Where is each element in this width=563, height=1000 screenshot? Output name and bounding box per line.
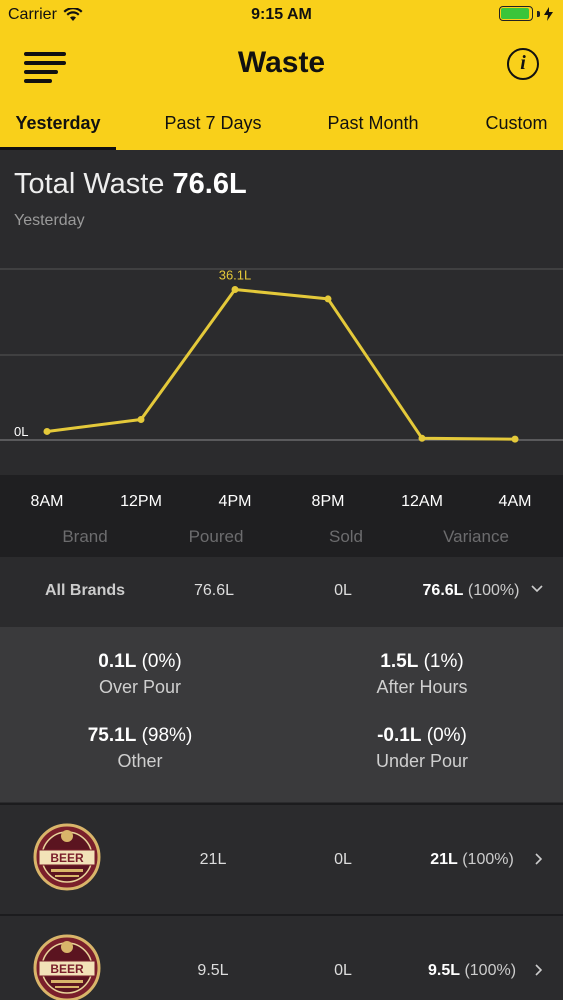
column-header-brand: Brand — [62, 527, 108, 546]
beer-logo: BEER — [33, 823, 101, 891]
brand-sold: 0L — [334, 962, 352, 979]
brand-variance: 21L (100%) — [430, 851, 514, 869]
under-pour-value: -0.1L — [377, 725, 422, 746]
beer-logo-text: BEER — [50, 851, 84, 865]
waste-line-chart: 0L 36.1L — [0, 268, 563, 443]
summary-panel: Total Waste 76.6L Yesterday — [0, 150, 563, 475]
chevron-right-icon[interactable] — [534, 963, 543, 979]
breakdown-under-pour: -0.1L (0%) Under Pour — [282, 725, 562, 772]
brand-variance-value: 9.5L — [427, 962, 460, 979]
chart-point — [231, 286, 239, 294]
status-bar: Carrier 9:15 AM — [0, 0, 563, 30]
chart-peak-label: 36.1L — [219, 268, 252, 283]
nav-row: Waste i — [0, 34, 563, 94]
chart-x-axis: Brand Poured Sold Variance 8AM 12PM 4PM 8PM… — [0, 475, 563, 557]
other-pct: (98%) — [141, 725, 193, 746]
all-brands-row[interactable]: All Brands 76.6L 0L 76.6L (100%) — [0, 557, 563, 625]
chart-point — [511, 435, 519, 443]
after-hours-value: 1.5L — [380, 651, 419, 672]
all-brands-variance: 76.6L (100%) — [423, 582, 520, 600]
carrier: Carrier — [8, 6, 83, 24]
summary-period: Yesterday — [14, 212, 85, 229]
x-tick-label: 12PM — [120, 493, 162, 510]
over-pour-label: Over Pour — [98, 677, 182, 697]
total-waste-value: 76.6L — [172, 168, 247, 200]
tab-custom[interactable]: Custom — [485, 113, 548, 133]
brand-variance-pct: (100%) — [462, 851, 514, 868]
brand-variance: 9.5L (100%) — [428, 962, 516, 980]
wifi-icon — [63, 8, 83, 21]
breakdown-other: 75.1L (98%) Other — [0, 725, 280, 772]
x-tick-label: 8PM — [311, 493, 345, 510]
total-waste-label: Total Waste — [14, 168, 165, 200]
column-header-sold: Sold — [328, 527, 364, 546]
column-header-variance: Variance — [443, 527, 509, 546]
brand-variance-pct: (100%) — [464, 962, 517, 979]
x-tick-label: 4PM — [218, 493, 252, 510]
all-brands-variance-value: 76.6L — [422, 582, 464, 599]
after-hours-pct: (1%) — [423, 651, 464, 672]
breakdown-after-hours: 1.5L (1%) After Hours — [282, 651, 562, 698]
chevron-down-icon[interactable] — [531, 581, 543, 597]
x-tick-label: 4AM — [498, 493, 532, 510]
all-brands-poured: 76.6L — [193, 582, 235, 599]
brand-poured: 9.5L — [197, 962, 229, 979]
other-value: 75.1L — [87, 725, 137, 746]
battery-icon — [499, 6, 553, 21]
over-pour-value: 0.1L — [98, 651, 137, 672]
all-brands-variance-pct: (100%) — [467, 582, 520, 599]
other-label: Other — [117, 751, 163, 771]
all-brands-label: All Brands — [44, 582, 126, 599]
over-pour-pct: (0%) — [141, 651, 182, 672]
carrier-label: Carrier — [8, 6, 57, 23]
info-icon[interactable]: i — [507, 48, 539, 80]
tab-past-7-days[interactable]: Past 7 Days — [164, 113, 262, 133]
variance-breakdown: 0.1L (0%) Over Pour 1.5L (1%) After Hour… — [0, 627, 563, 802]
under-pour-label: Under Pour — [375, 751, 469, 771]
header-bar: Carrier 9:15 AM Waste i Yesterday Past 7… — [0, 0, 563, 150]
page-title: Waste — [237, 46, 326, 79]
all-brands-sold: 0L — [334, 582, 352, 599]
beer-logo: BEER — [33, 934, 101, 1000]
brand-sold: 0L — [334, 851, 352, 868]
brand-row[interactable]: BEER 9.5L 0L 9.5L (100%) — [0, 914, 563, 1000]
x-tick-label: 8AM — [30, 493, 64, 510]
brand-poured: 21L — [199, 851, 227, 868]
chart-series-line — [46, 288, 516, 441]
beer-logo-text: BEER — [50, 962, 84, 976]
chart-point — [418, 434, 426, 442]
breakdown-over-pour: 0.1L (0%) Over Pour — [0, 651, 280, 698]
chart-baseline-label: 0L — [14, 424, 28, 439]
chart-point — [43, 427, 51, 435]
x-tick-label: 12AM — [401, 493, 443, 510]
period-tabs: Yesterday Past 7 Days Past Month Custom — [0, 100, 563, 150]
tab-past-month[interactable]: Past Month — [327, 113, 419, 133]
tab-yesterday[interactable]: Yesterday — [0, 100, 116, 150]
status-time: 9:15 AM — [251, 6, 312, 23]
total-waste: Total Waste 76.6L — [14, 168, 247, 201]
after-hours-label: After Hours — [376, 677, 468, 697]
column-header-poured: Poured — [188, 527, 244, 546]
brand-variance-value: 21L — [430, 851, 458, 868]
brand-row[interactable]: BEER 21L 0L 21L (100%) — [0, 803, 563, 913]
chart-point — [324, 295, 332, 303]
hamburger-menu-icon[interactable] — [24, 52, 68, 83]
chevron-right-icon[interactable] — [534, 852, 543, 868]
chart-point — [137, 415, 145, 423]
under-pour-pct: (0%) — [426, 725, 467, 746]
charging-bolt-icon — [544, 6, 553, 21]
